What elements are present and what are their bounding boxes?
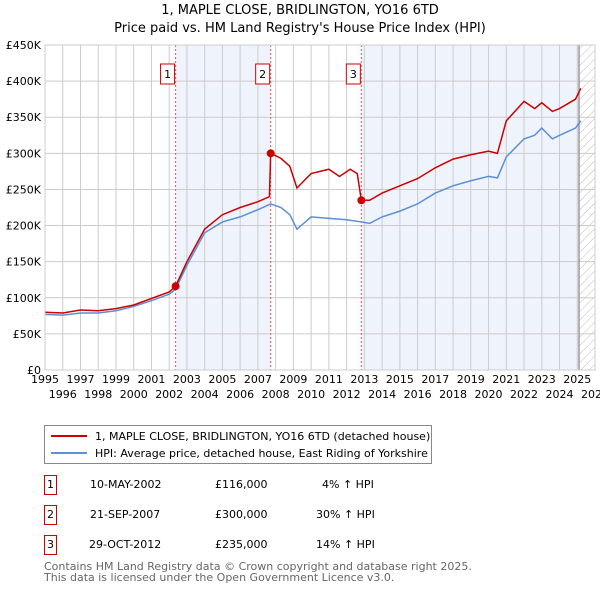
shaded-region <box>361 45 580 370</box>
x-tick-label: 2021 <box>492 373 520 386</box>
date: 21-SEP-2007 <box>90 508 161 521</box>
x-tick-label: 1998 <box>84 388 112 401</box>
series-line-hpi <box>44 120 582 316</box>
sale-marker-number: 1 <box>164 68 171 81</box>
transaction-row: 1 10-MAY-2002 £116,000 4% ↑ HPI <box>44 475 444 495</box>
x-tick-label: 2025 <box>563 373 591 386</box>
legend-swatch-red <box>51 435 87 437</box>
legend-label-property: 1, MAPLE CLOSE, BRIDLINGTON, YO16 6TD (d… <box>95 429 431 443</box>
x-tick-label: 2007 <box>244 373 272 386</box>
y-tick-label: £0 <box>27 364 41 377</box>
price: £235,000 <box>215 538 268 551</box>
forecast-hatch <box>579 45 595 370</box>
marker-badge: 3 <box>44 535 57 555</box>
x-tick-label: 2006 <box>226 388 254 401</box>
price: £116,000 <box>215 478 268 491</box>
x-tick-label: 2003 <box>173 373 201 386</box>
transaction-row: 2 21-SEP-2007 £300,000 30% ↑ HPI <box>44 505 444 525</box>
shaded-region <box>175 45 271 370</box>
x-tick-label: 2004 <box>191 388 219 401</box>
x-tick-label: 1997 <box>66 373 94 386</box>
x-tick-label: 2000 <box>120 388 148 401</box>
sale-point <box>171 282 180 291</box>
legend: 1, MAPLE CLOSE, BRIDLINGTON, YO16 6TD (d… <box>44 425 432 464</box>
x-tick-label: 2001 <box>137 373 165 386</box>
x-tick-label: 2017 <box>421 373 449 386</box>
x-tick-label: 2016 <box>404 388 432 401</box>
sale-point <box>357 196 366 205</box>
x-tick-label: 2005 <box>208 373 236 386</box>
price: £300,000 <box>215 508 268 521</box>
sale-marker-badge <box>160 63 176 85</box>
plot-border <box>44 44 596 371</box>
x-tick-label: 2023 <box>528 373 556 386</box>
marker-badge: 1 <box>44 475 57 495</box>
x-tick-label: 2013 <box>350 373 378 386</box>
x-tick-label: 1999 <box>102 373 130 386</box>
sale-marker-badge <box>255 63 271 85</box>
y-tick-label: £50K <box>13 328 42 341</box>
sale-point <box>266 149 275 158</box>
y-tick-label: £350K <box>6 111 42 124</box>
y-tick-label: £300K <box>6 147 42 160</box>
sale-marker-number: 2 <box>259 68 266 81</box>
legend-swatch-blue <box>51 452 87 454</box>
plot-area: 1995 1996 1997 1998 1999 2000 2001 2002 2003 2004… <box>6 39 600 401</box>
y-tick-label: £250K <box>6 183 42 196</box>
x-tick-label: 2010 <box>297 388 325 401</box>
x-tick-label: 2026 <box>581 388 600 401</box>
x-tick-label: 2002 <box>155 388 183 401</box>
sale-marker-badge <box>345 63 361 85</box>
x-tick-label: 2018 <box>439 388 467 401</box>
y-tick-label: £450K <box>6 39 42 52</box>
footer-line-2: This data is licensed under the Open Gov… <box>44 571 395 584</box>
hpi-change: 4% ↑ HPI <box>322 478 374 491</box>
y-tick-label: £400K <box>6 75 42 88</box>
date: 10-MAY-2002 <box>90 478 162 491</box>
legend-label-hpi: HPI: Average price, detached house, East… <box>95 446 428 460</box>
transaction-row: 3 29-OCT-2012 £235,000 14% ↑ HPI <box>44 535 444 555</box>
x-tick-label: 2022 <box>510 388 538 401</box>
hpi-change: 30% ↑ HPI <box>316 508 375 521</box>
x-tick-label: 1996 <box>49 388 77 401</box>
series-line-property <box>44 88 582 314</box>
y-tick-label: £150K <box>6 256 42 269</box>
sale-marker-number: 3 <box>350 68 357 81</box>
x-tick-label: 2009 <box>279 373 307 386</box>
x-tick-label: 2015 <box>386 373 414 386</box>
x-tick-label: 2011 <box>315 373 343 386</box>
footer: Contains HM Land Registry data © Crown c… <box>44 561 472 583</box>
x-tick-label: 2012 <box>333 388 361 401</box>
y-tick-label: £200K <box>6 220 42 233</box>
marker-badge: 2 <box>44 505 57 525</box>
date: 29-OCT-2012 <box>89 538 162 551</box>
chart-subtitle: Price paid vs. HM Land Registry's House … <box>114 21 486 36</box>
x-tick-label: 2020 <box>475 388 503 401</box>
y-tick-label: £100K <box>6 292 42 305</box>
hpi-change: 14% ↑ HPI <box>316 538 375 551</box>
footer-line-1: Contains HM Land Registry data © Crown c… <box>44 560 472 573</box>
x-tick-label: 2008 <box>262 388 290 401</box>
x-tick-label: 2019 <box>457 373 485 386</box>
x-tick-label: 2024 <box>546 388 574 401</box>
chart-title: 1, MAPLE CLOSE, BRIDLINGTON, YO16 6TD <box>161 3 439 18</box>
x-tick-label: 2014 <box>368 388 396 401</box>
x-tick-label: 1995 <box>31 373 59 386</box>
